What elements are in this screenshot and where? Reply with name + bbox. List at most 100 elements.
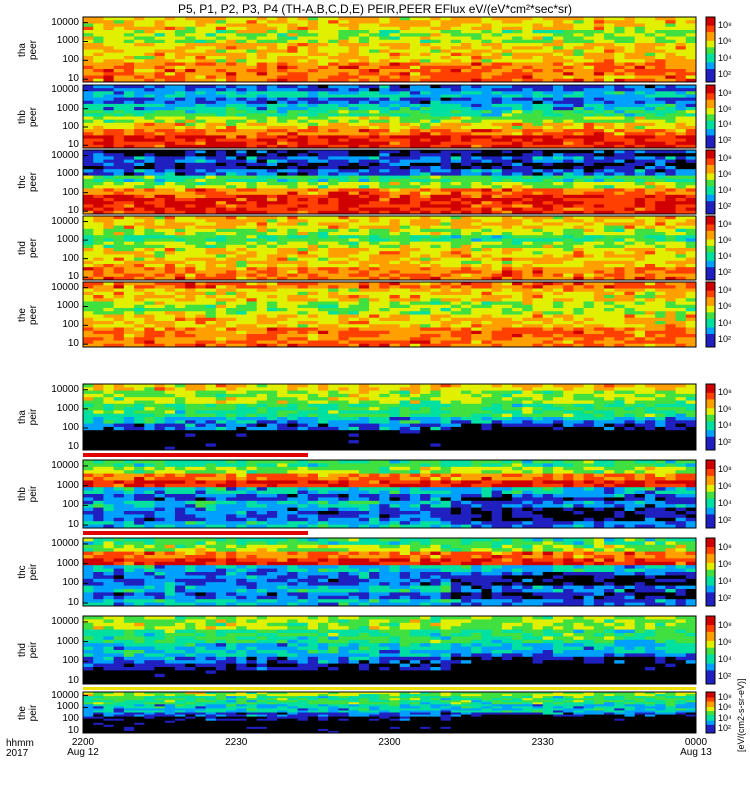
panel-ylabel: thd peir [17,641,39,659]
panel-thd-peer [83,216,697,281]
panel-thb-peir [83,460,697,529]
y-tick-label: 100 [62,655,79,667]
colorbar [706,384,715,451]
colorbar-tick-label: 10⁸ [718,387,732,398]
panel-gap [83,608,696,615]
colorbar-tick-label: 10⁸ [718,463,732,474]
colorbar-frame [705,615,716,685]
panel-thd-peir [83,616,697,685]
colorbar-tick-label: 10⁸ [718,153,732,163]
y-tick-label: 10000 [51,615,79,627]
colorbar-tick-label: 10⁶ [718,235,732,245]
colorbar-tick-label: 10⁸ [718,619,732,630]
colorbar-tick-label: 10⁶ [718,36,732,47]
colorbar-tick-label: 10² [718,267,732,277]
y-tick-label: 100 [62,252,79,264]
colorbar-tick-label: 10⁶ [718,169,732,179]
panel-thc-peir [83,538,697,607]
colorbar-tick-label: 10⁴ [718,575,732,586]
colorbar-tick-label: 10⁸ [718,87,732,98]
panel-frame [82,383,697,451]
y-tick-label: 10000 [51,689,79,701]
colorbar-tick-label: 10⁶ [718,636,732,647]
colorbar [706,85,715,149]
y-tick-label: 100 [62,713,79,725]
y-tick-label: 1000 [56,701,79,713]
colorbar-frame [705,84,716,149]
chart-title: P5, P1, P2, P3, P4 (TH-A,B,C,D,E) PEIR,P… [177,2,573,16]
colorbar-tick-label: 10⁴ [718,119,732,130]
colorbar [706,17,715,83]
x-tick-label: 0000 Aug 13 [680,737,712,758]
panel-frame [82,84,697,149]
x-tick-label: 2300 [378,737,401,748]
colorbar-tick-label: 10⁶ [718,301,732,312]
colorbar [706,150,715,215]
red-bar [83,453,308,457]
colorbar-tick-label: 10² [718,135,732,146]
panel-gap [83,452,696,459]
y-tick-label: 10 [67,205,79,217]
panel-gap [83,351,696,383]
colorbar-frame [705,383,716,451]
panel-ylabel: thb peir [17,485,39,503]
y-tick-label: 100 [62,319,79,331]
x-tick-label: 2200 Aug 12 [67,737,99,758]
x-tick-label: 2230 [225,737,248,748]
y-tick-label: 1000 [56,102,79,114]
colorbar-frame [705,281,716,348]
y-tick-label: 1000 [56,635,79,647]
colorbar-tick-label: 10⁸ [718,20,732,31]
colorbar-frame [705,215,716,281]
panel-ylabel: tha peer [17,39,39,60]
panel-gap [83,530,696,537]
panel-tha-peer [83,17,697,83]
colorbar-tick-label: 10² [718,722,732,733]
colorbar [706,538,715,607]
panel-frame [82,615,697,685]
colorbar [706,616,715,685]
panel-ylabel: the peir [17,704,39,721]
colorbar-tick-label: 10⁶ [718,103,732,114]
y-tick-label: 1000 [56,557,79,569]
colorbar-tick-label: 10⁴ [718,497,732,508]
panel-ylabel: the peer [17,304,39,325]
colorbar-tick-label: 10² [718,592,732,603]
colorbar-tick-label: 10⁸ [718,692,732,703]
y-tick-label: 10 [67,271,79,283]
y-tick-label: 1000 [56,35,79,47]
y-tick-label: 100 [62,186,79,198]
colorbar-tick-label: 10⁶ [718,480,732,491]
colorbar-tick-label: 10⁴ [718,712,732,723]
y-tick-label: 10000 [51,459,79,471]
colorbar-tick-label: 10² [718,68,732,79]
colorbar [706,282,715,348]
colorbar-tick-label: 10² [718,436,732,447]
y-tick-label: 100 [62,577,79,589]
y-tick-label: 100 [62,121,79,132]
colorbar-frame [705,537,716,607]
panel-ylabel: thb peer [17,106,39,127]
colorbar-tick-label: 10² [718,201,732,211]
x-axis-hhmm-label: hhmm [6,738,34,749]
y-tick-label: 10000 [51,149,79,161]
panel-ylabel: tha peir [17,408,39,426]
colorbar-tick-label: 10⁸ [718,285,732,296]
panel-ylabel: thd peer [17,238,39,259]
colorbar-tick-label: 10⁴ [718,317,732,328]
panel-frame [82,16,697,83]
colorbar [706,692,715,734]
y-tick-label: 10000 [51,84,79,96]
y-tick-label: 10000 [51,383,79,395]
colorbar-frame [705,691,716,734]
colorbar-tick-label: 10² [718,670,732,681]
panel-frame [82,281,697,348]
y-tick-label: 1000 [56,300,79,312]
panel-frame [82,537,697,607]
y-tick-label: 100 [62,54,79,66]
colorbar-tick-label: 10⁶ [718,558,732,569]
colorbar-tick-label: 10⁴ [718,185,732,195]
panel-the-peer [83,282,697,348]
panel-thb-peer [83,85,697,149]
y-tick-label: 10 [67,675,79,687]
